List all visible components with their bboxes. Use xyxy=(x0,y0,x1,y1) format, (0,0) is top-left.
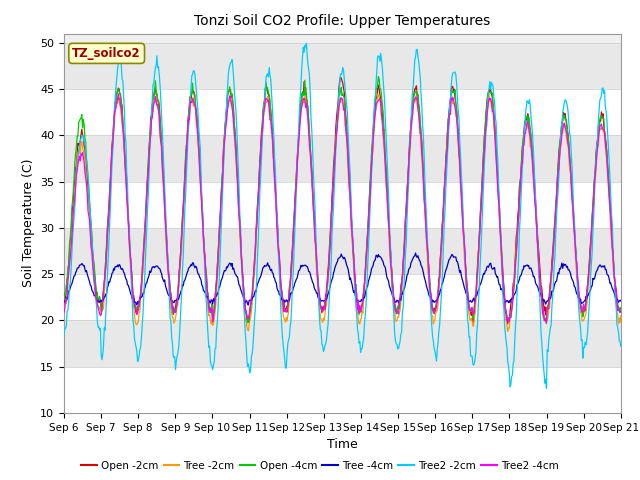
Tree -4cm xyxy=(127,292,135,298)
Open -4cm xyxy=(411,90,419,96)
Tree -4cm xyxy=(214,290,222,296)
Tree -4cm xyxy=(185,265,193,271)
Bar xyxy=(64,274,621,320)
Bar xyxy=(64,320,621,367)
Tree2 -4cm xyxy=(543,320,550,325)
Bar xyxy=(64,89,621,135)
Tree2 -4cm xyxy=(60,309,68,315)
Bar xyxy=(64,135,621,181)
Tree2 -4cm xyxy=(411,96,419,102)
Open -2cm xyxy=(428,293,435,299)
Open -2cm xyxy=(70,184,78,190)
Open -2cm xyxy=(60,294,68,300)
Line: Open -4cm: Open -4cm xyxy=(64,77,621,324)
Tree2 -2cm xyxy=(184,135,192,141)
Y-axis label: Soil Temperature (C): Soil Temperature (C) xyxy=(22,159,35,288)
Tree2 -2cm xyxy=(617,343,625,349)
Tree -2cm xyxy=(127,274,135,280)
Open -4cm xyxy=(60,301,68,307)
Open -2cm xyxy=(411,86,419,92)
Tree2 -2cm xyxy=(428,312,435,318)
Tree -4cm xyxy=(428,296,436,302)
Open -4cm xyxy=(184,123,192,129)
Open -4cm xyxy=(374,74,382,80)
Tree -2cm xyxy=(184,128,192,134)
Tree -2cm xyxy=(504,328,511,334)
Tree2 -2cm xyxy=(214,319,221,325)
Bar xyxy=(64,367,621,413)
Tree2 -2cm xyxy=(60,332,68,337)
Tree2 -2cm xyxy=(543,385,550,391)
Tree2 -4cm xyxy=(128,280,136,286)
Tree2 -4cm xyxy=(617,310,625,315)
Tree2 -2cm xyxy=(127,280,135,286)
Tree -4cm xyxy=(411,253,419,259)
Line: Tree2 -2cm: Tree2 -2cm xyxy=(64,43,621,388)
Open -4cm xyxy=(70,176,78,182)
Open -2cm xyxy=(504,321,511,327)
Tree -2cm xyxy=(60,304,68,310)
X-axis label: Time: Time xyxy=(327,438,358,451)
Title: Tonzi Soil CO2 Profile: Upper Temperatures: Tonzi Soil CO2 Profile: Upper Temperatur… xyxy=(195,14,490,28)
Tree2 -4cm xyxy=(185,115,193,121)
Tree -4cm xyxy=(133,302,141,308)
Open -4cm xyxy=(543,321,550,326)
Bar xyxy=(64,228,621,274)
Tree2 -4cm xyxy=(70,202,78,208)
Line: Tree -4cm: Tree -4cm xyxy=(64,253,621,305)
Line: Open -2cm: Open -2cm xyxy=(64,77,621,324)
Tree2 -4cm xyxy=(428,293,435,299)
Text: TZ_soilco2: TZ_soilco2 xyxy=(72,47,141,60)
Bar xyxy=(64,181,621,228)
Legend: Open -2cm, Tree -2cm, Open -4cm, Tree -4cm, Tree2 -2cm, Tree2 -4cm: Open -2cm, Tree -2cm, Open -4cm, Tree -4… xyxy=(77,456,563,475)
Open -2cm xyxy=(337,74,344,80)
Tree -2cm xyxy=(70,198,78,204)
Open -2cm xyxy=(184,118,192,123)
Tree -2cm xyxy=(428,305,435,311)
Open -2cm xyxy=(214,262,221,268)
Open -4cm xyxy=(428,293,435,299)
Tree2 -2cm xyxy=(303,40,310,46)
Open -4cm xyxy=(127,265,135,271)
Tree -2cm xyxy=(617,313,625,319)
Open -2cm xyxy=(617,307,625,313)
Tree2 -4cm xyxy=(214,253,222,259)
Tree -2cm xyxy=(374,91,381,97)
Bar xyxy=(64,43,621,89)
Tree -2cm xyxy=(411,99,419,105)
Open -2cm xyxy=(127,267,135,273)
Line: Tree2 -4cm: Tree2 -4cm xyxy=(64,94,621,323)
Tree -4cm xyxy=(70,273,78,279)
Tree2 -2cm xyxy=(411,57,419,63)
Tree -4cm xyxy=(412,250,419,256)
Tree -4cm xyxy=(617,298,625,304)
Open -4cm xyxy=(617,305,625,311)
Tree -4cm xyxy=(60,300,68,305)
Line: Tree -2cm: Tree -2cm xyxy=(64,94,621,331)
Tree2 -2cm xyxy=(70,215,78,220)
Tree -2cm xyxy=(214,275,221,280)
Tree2 -4cm xyxy=(115,91,122,96)
Open -4cm xyxy=(214,267,221,273)
